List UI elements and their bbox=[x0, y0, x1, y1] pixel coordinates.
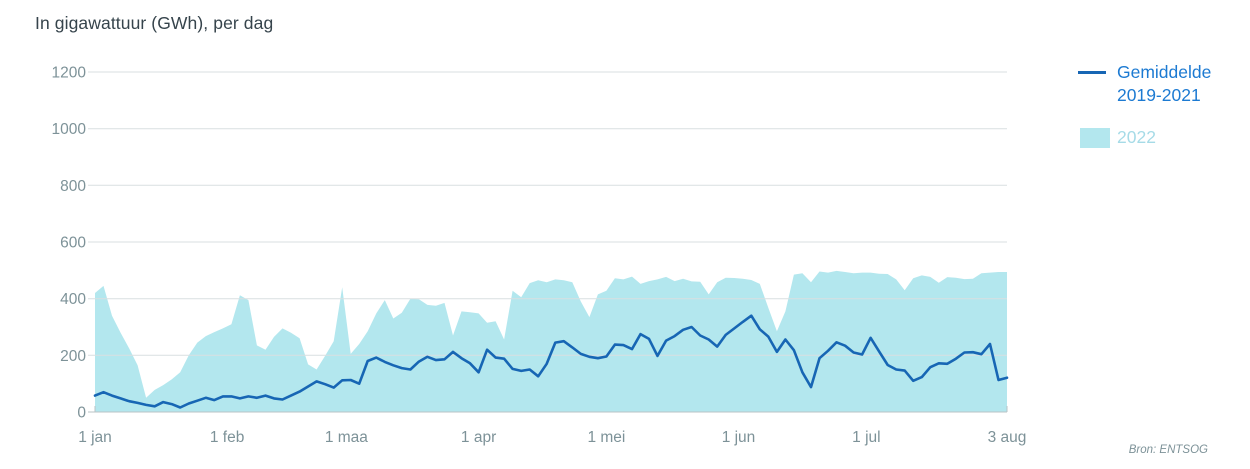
y-tick-label: 400 bbox=[60, 291, 86, 308]
x-tick-label: 1 jun bbox=[722, 429, 756, 446]
x-axis-line bbox=[88, 406, 1008, 413]
series-line-gemiddelde bbox=[93, 314, 1009, 409]
x-tick-label: 1 jan bbox=[78, 429, 112, 446]
source-attribution: Bron: ENTSOG bbox=[1128, 444, 1208, 456]
y-tick-label: 600 bbox=[60, 235, 86, 252]
legend-label-2022: 2022 bbox=[1117, 127, 1156, 147]
legend-line-swatch bbox=[1078, 71, 1106, 74]
x-tick-label: 1 mei bbox=[587, 429, 625, 446]
x-tick-label: 1 jul bbox=[852, 429, 880, 446]
legend-item-2022: 2022 bbox=[1080, 127, 1243, 148]
y-tick-label: 800 bbox=[60, 178, 86, 195]
gridlines bbox=[88, 71, 1007, 356]
x-tick-label: 1 apr bbox=[461, 429, 496, 446]
x-axis-labels: 1 jan 1 feb 1 maa 1 apr 1 mei 1 jun 1 jul 3 aug bbox=[78, 429, 1026, 446]
series-area-2022 bbox=[95, 270, 1007, 412]
x-tick-label: 1 maa bbox=[325, 429, 368, 446]
x-tick-label: 1 feb bbox=[210, 429, 244, 446]
legend-item-gemiddelde: Gemiddelde 2019-2021 bbox=[1078, 61, 1243, 107]
y-tick-label: 200 bbox=[60, 348, 86, 365]
y-tick-label: 1000 bbox=[52, 121, 87, 138]
y-axis-labels: 0 200 400 600 800 1000 1200 bbox=[52, 65, 87, 422]
legend-label-gemiddelde: Gemiddelde 2019-2021 bbox=[1117, 62, 1212, 105]
chart-title: In gigawattuur (GWh), per dag bbox=[35, 13, 274, 33]
y-tick-label: 1200 bbox=[52, 65, 87, 82]
x-tick-label: 3 aug bbox=[988, 429, 1027, 446]
y-tick-label: 0 bbox=[77, 405, 86, 422]
legend-area-swatch bbox=[1080, 127, 1110, 148]
chart-legend: Gemiddelde 2019-2021 2022 bbox=[1078, 61, 1243, 148]
